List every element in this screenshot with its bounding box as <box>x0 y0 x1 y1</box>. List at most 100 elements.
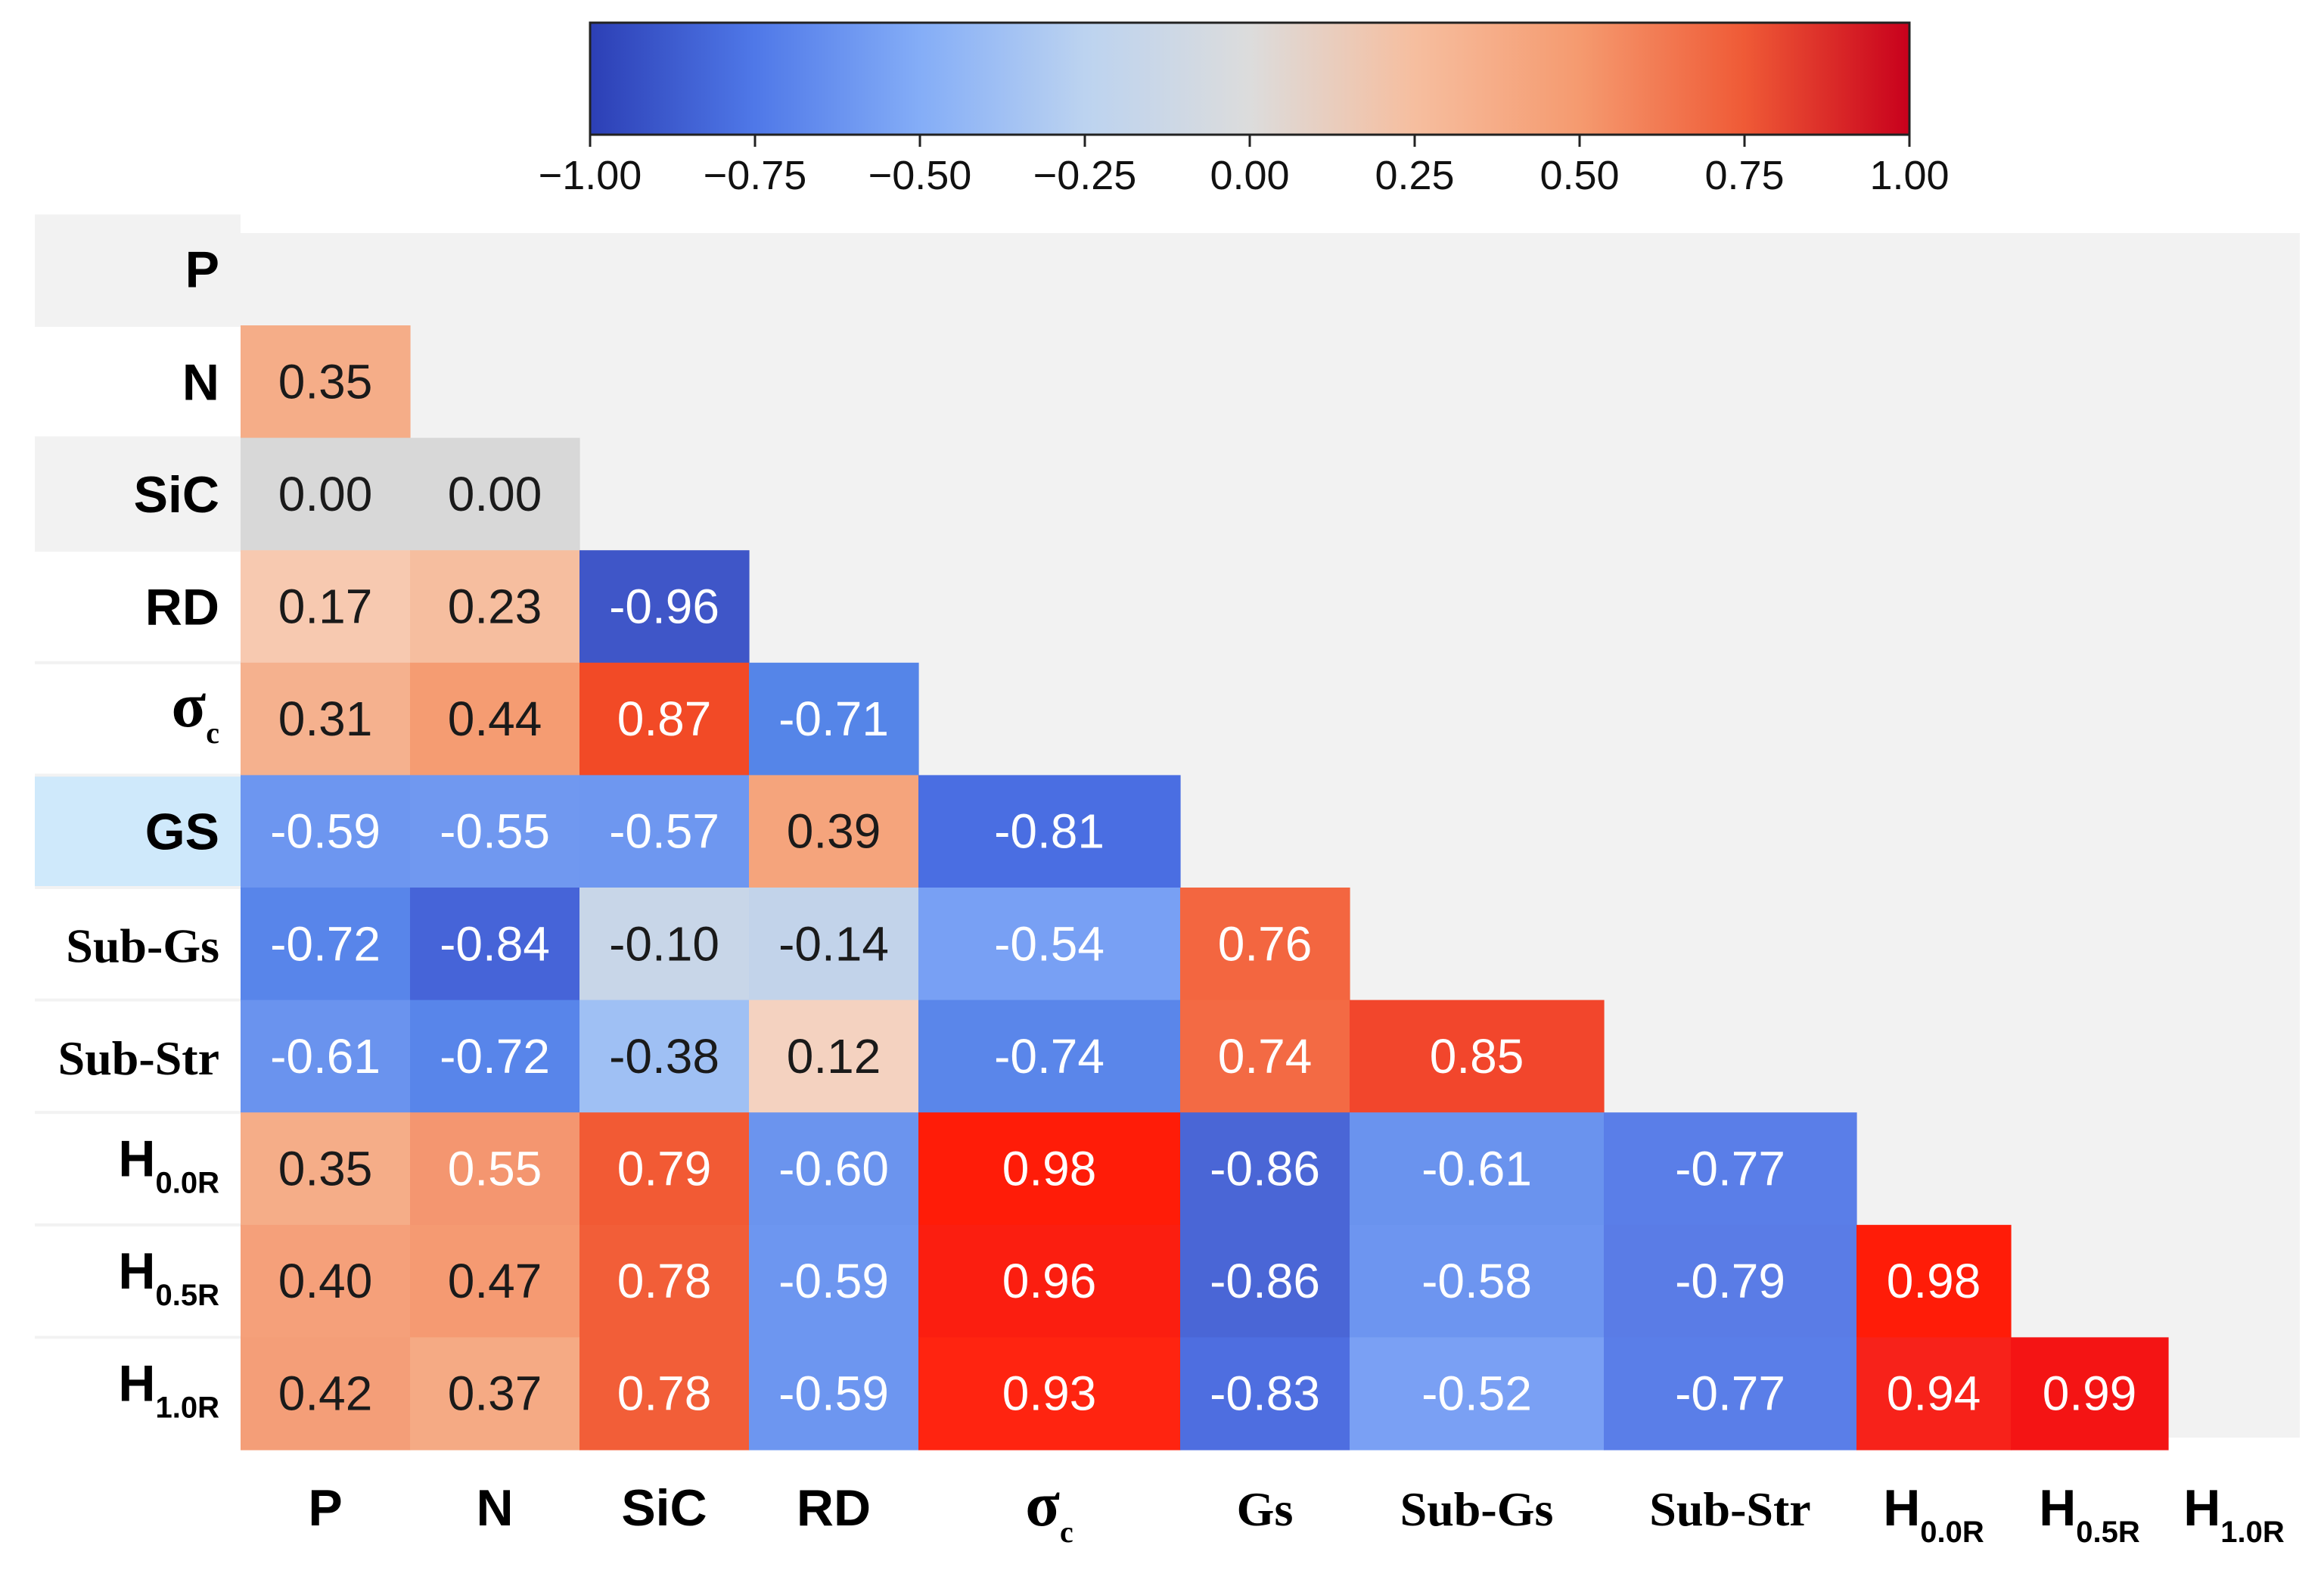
heatmap-cell <box>1180 1337 1350 1451</box>
colorbar-tick-label: 0.75 <box>1704 153 1784 198</box>
heatmap-cell <box>1180 1112 1350 1226</box>
cell-value-label: -0.86 <box>1210 1142 1320 1196</box>
cell-value-label: 0.93 <box>1002 1367 1097 1421</box>
colorbar-tick-label: 0.00 <box>1210 153 1289 198</box>
colorbar-gradient <box>589 21 1911 136</box>
row-label: H1.0R <box>118 1355 219 1425</box>
heatmap-cell <box>918 1224 1181 1338</box>
heatmap-cell <box>918 888 1181 1001</box>
row-label-band <box>35 214 241 324</box>
row-label-band <box>35 1001 241 1112</box>
row-label: N <box>182 353 219 411</box>
row-label: σc <box>172 670 219 750</box>
heatmap-cell <box>410 550 580 664</box>
cell-value-label: -0.61 <box>1421 1142 1532 1196</box>
heatmap-cell <box>749 775 919 888</box>
row-label-band <box>35 1339 241 1448</box>
row-label: GS <box>145 804 219 861</box>
cell-value-label: -0.57 <box>609 804 719 859</box>
cell-value-label: 0.74 <box>1218 1029 1313 1084</box>
row-label-band <box>35 776 241 886</box>
heatmap-cell <box>410 437 580 551</box>
row-label: SiC <box>134 466 219 524</box>
heatmap-cell <box>1350 1000 1605 1113</box>
cell-value-label: 0.87 <box>617 692 712 746</box>
row-label-band <box>35 889 241 999</box>
heatmap-cell <box>579 1000 750 1113</box>
cell-value-label: 0.78 <box>617 1367 712 1421</box>
column-label: H1.0R <box>2183 1479 2285 1549</box>
cell-value-label: 0.23 <box>448 580 542 634</box>
colorbar-tick-label: −0.50 <box>868 153 972 198</box>
colorbar: −1.00 −0.75 −0.50 −0.25 0.00 0.25 0.50 0.75 1.00 <box>539 21 1950 198</box>
heatmap-cell <box>241 1224 411 1338</box>
heatmap-cell <box>1856 1224 2012 1338</box>
colorbar-tick-label: −0.75 <box>704 153 807 198</box>
column-label: SiC <box>621 1479 707 1537</box>
heatmap-cell <box>749 1337 919 1451</box>
cell-value-label: 0.55 <box>448 1142 542 1196</box>
cell-value-label: 0.44 <box>448 692 542 746</box>
heatmap-cell <box>1180 1224 1350 1338</box>
colorbar-tick-label: 0.50 <box>1539 153 1619 198</box>
row-label: H0.5R <box>118 1242 219 1312</box>
row-label-band <box>35 664 241 774</box>
cell-value-label: -0.59 <box>778 1367 889 1421</box>
cell-value-label: 0.31 <box>278 692 373 746</box>
heatmap-cell <box>241 775 411 888</box>
colorbar-tick-label: −1.00 <box>539 153 642 198</box>
heatmap-cell <box>2011 1337 2169 1451</box>
heatmap-cell <box>1350 1112 1605 1226</box>
cell-value-label: -0.77 <box>1675 1142 1785 1196</box>
heatmap-cell <box>410 1224 580 1338</box>
column-label: Sub-Gs <box>1400 1482 1554 1536</box>
cell-value-label: 0.12 <box>787 1029 881 1084</box>
heatmap-cell <box>579 1337 750 1451</box>
cell-value-label: -0.83 <box>1210 1367 1320 1421</box>
cell-value-label: 0.96 <box>1002 1254 1097 1308</box>
heatmap-cell <box>241 325 411 439</box>
cell-value-label: -0.60 <box>778 1142 889 1196</box>
cell-value-label: 0.35 <box>278 1142 373 1196</box>
heatmap-cell <box>749 1112 919 1226</box>
heatmap-cell <box>410 1000 580 1113</box>
cell-value-label: 0.98 <box>1887 1254 1981 1308</box>
cell-value-label: 0.47 <box>448 1254 542 1308</box>
heatmap-cell <box>410 662 580 776</box>
cell-value-label: -0.74 <box>994 1029 1105 1084</box>
cell-value-label: 0.35 <box>278 354 373 409</box>
cell-value-label: 0.17 <box>278 580 373 634</box>
heatmap-cell <box>1604 1224 1857 1338</box>
cell-value-label: -0.84 <box>440 916 550 971</box>
heatmap-cell <box>1350 1337 1605 1451</box>
cell-value-label: -0.72 <box>270 916 381 971</box>
column-label: Gs <box>1237 1482 1294 1536</box>
column-label: P <box>308 1479 342 1537</box>
column-label: N <box>476 1479 513 1537</box>
heatmap-cell <box>579 775 750 888</box>
cell-value-label: 0.79 <box>617 1142 712 1196</box>
heatmap-cell <box>241 662 411 776</box>
colorbar-tick-label: 0.25 <box>1375 153 1454 198</box>
cell-value-label: -0.81 <box>994 804 1105 859</box>
row-label: RD <box>145 579 219 636</box>
cell-value-label: 0.98 <box>1002 1142 1097 1196</box>
cell-value-label: 0.78 <box>617 1254 712 1308</box>
heatmap-cell <box>749 662 919 776</box>
cell-value-label: -0.55 <box>440 804 550 859</box>
cell-value-label: -0.72 <box>440 1029 550 1084</box>
heatmap-cell <box>241 1337 411 1451</box>
heatmap-cell <box>749 1224 919 1338</box>
heatmap-cell <box>241 888 411 1001</box>
cell-value-label: 0.85 <box>1430 1029 1524 1084</box>
heatmap-cell <box>918 775 1181 888</box>
cell-value-label: -0.61 <box>270 1029 381 1084</box>
cell-value-label: -0.14 <box>778 916 889 971</box>
heatmap-cell <box>1180 888 1350 1001</box>
heatmap-cell <box>579 662 750 776</box>
cell-value-label: 0.37 <box>448 1367 542 1421</box>
row-label-band <box>35 439 241 549</box>
cell-value-label: -0.71 <box>778 692 889 746</box>
cell-value-label: 0.94 <box>1887 1367 1981 1421</box>
